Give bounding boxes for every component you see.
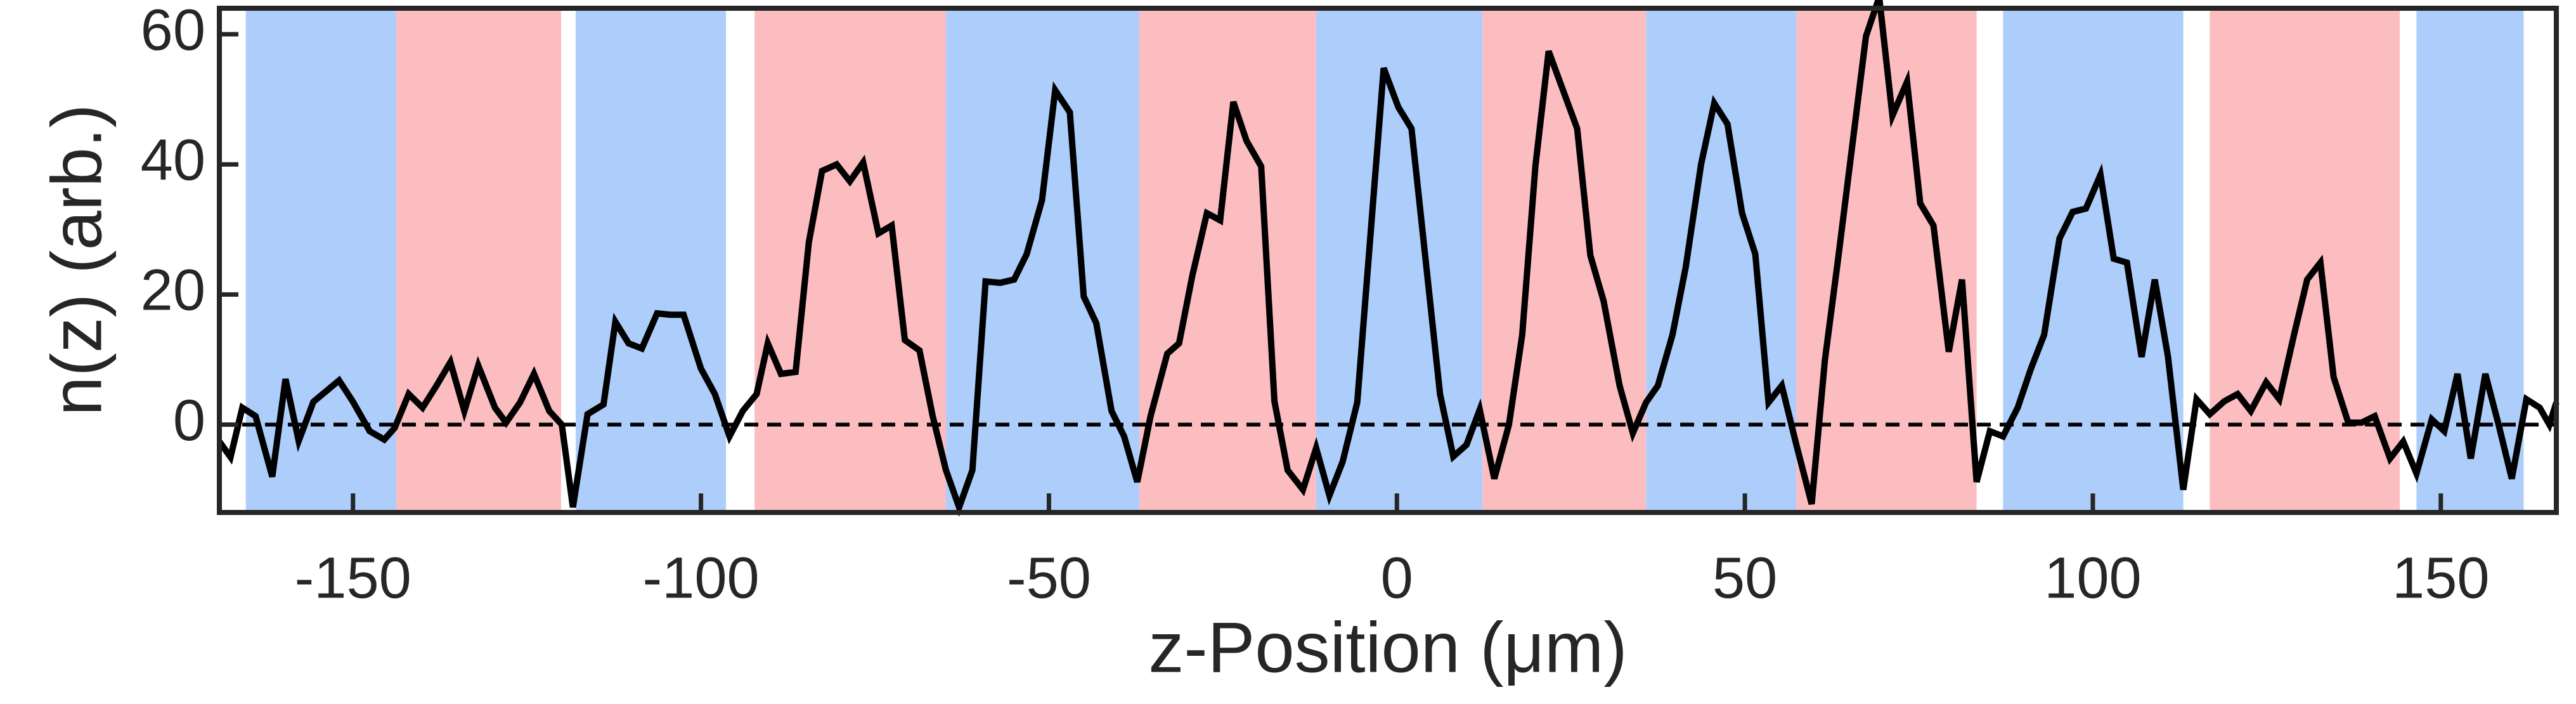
x-tick-label: 0 [1381,545,1413,610]
y-tick-label: 60 [141,0,205,62]
band [576,8,727,512]
band [1646,8,1797,512]
y-axis-label: n(z) (arb.) [37,104,117,416]
data-line [216,0,2560,517]
y-tick-label: 20 [141,258,205,323]
band [1139,8,1316,512]
x-tick-label: -50 [1007,545,1091,610]
x-tick-label: -150 [295,545,411,610]
band [2416,8,2524,512]
band [396,8,561,512]
y-tick-label: 40 [141,127,205,192]
band [2210,8,2400,512]
x-tick-label: 150 [2392,545,2490,610]
y-tick-label: 0 [173,388,205,453]
plot-frame [217,6,2559,515]
band [1316,8,1483,512]
x-axis-label: z-Position (μm) [1148,608,1627,688]
x-tick-label: -100 [643,545,760,610]
band [1796,8,1977,512]
x-tick-label: 50 [1712,545,1777,610]
band [754,8,946,512]
x-tick-label: 100 [2044,545,2142,610]
band [2003,8,2184,512]
